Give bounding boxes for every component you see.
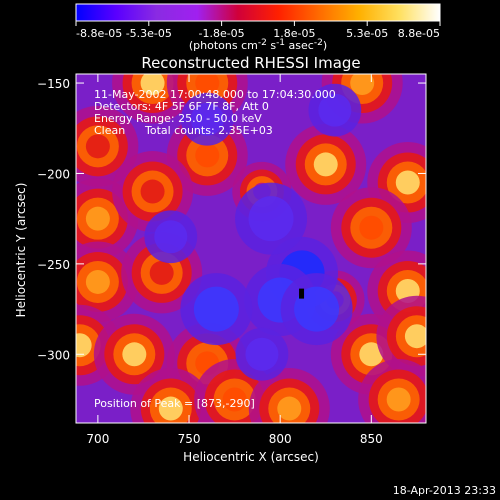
heatmap-image: [76, 74, 426, 423]
annotation-detectors: Detectors: 4F 5F 6F 7F 8F, Att 0: [94, 100, 269, 113]
annotation-peak: Position of Peak = [873,-290]: [94, 397, 255, 410]
colorbar-tick-label: 5.3e-05: [346, 27, 388, 40]
emission-blob: [85, 206, 110, 231]
emission-blob: [395, 170, 420, 195]
negative-blob: [294, 286, 340, 332]
emission-blob: [359, 215, 384, 240]
colorbar: [75, 3, 441, 22]
emission-blob: [359, 342, 384, 367]
negative-blob: [248, 196, 294, 242]
y-tick-label: −250: [37, 258, 70, 272]
y-tick-label: −300: [37, 348, 70, 362]
y-tick-label: −150: [37, 77, 70, 91]
x-tick-label: 750: [178, 432, 201, 446]
colorbar-unit-exp2: -1: [276, 38, 285, 48]
emission-blob: [149, 260, 174, 285]
colorbar-unit-close: ): [323, 39, 327, 52]
colorbar-unit-exp1: -2: [258, 38, 267, 48]
emission-blob: [76, 333, 92, 358]
emission-blob: [140, 74, 165, 96]
colorbar-tick-label: 8.8e-05: [398, 27, 440, 40]
y-tick-label: −200: [37, 167, 70, 181]
x-tick-label: 850: [360, 432, 383, 446]
emission-blob: [222, 387, 247, 412]
emission-blob: [158, 396, 183, 421]
annotation-counts: Total counts: 2.35E+03: [144, 124, 273, 137]
colorbar-tick-label: -8.8e-05: [76, 27, 122, 40]
colorbar-tick-label: -1.8e-05: [198, 27, 244, 40]
colorbar-tick-label: -5.3e-05: [126, 27, 172, 40]
emission-blob: [140, 179, 165, 204]
timestamp: 18-Apr-2013 23:33: [393, 484, 496, 497]
dark-spot: [299, 288, 305, 299]
emission-blob: [404, 324, 426, 349]
emission-blob: [277, 396, 302, 421]
emission-blob: [195, 74, 220, 96]
annotation-time: 11-May-2002 17:00:48.000 to 17:04:30.000: [94, 88, 336, 101]
emission-blob: [350, 74, 375, 96]
x-axis-label: Heliocentric X (arcsec): [183, 450, 319, 464]
colorbar-unit: (photons cm-2 s-1 asec-2): [189, 38, 327, 52]
negative-blob: [193, 286, 239, 332]
axis-ticks: 700 750 800 850 −150 −200 −250 −300: [37, 74, 426, 446]
emission-blob: [386, 387, 411, 412]
negative-blob: [245, 337, 279, 371]
chart-title: Reconstructed RHESSI Image: [141, 54, 360, 72]
colorbar-unit-exp3: -2: [314, 38, 323, 48]
annotation-clean: Clean: [94, 124, 125, 137]
y-axis-label: Heliocentric Y (arcsec): [14, 183, 28, 318]
emission-blob: [85, 134, 110, 159]
colorbar-unit-end: asec: [285, 39, 314, 52]
colorbar-unit-main: (photons cm: [189, 39, 258, 52]
emission-blob: [85, 269, 110, 294]
x-tick-label: 700: [86, 432, 109, 446]
x-tick-label: 800: [269, 432, 292, 446]
annotation-energy: Energy Range: 25.0 - 50.0 keV: [94, 112, 262, 125]
colorbar-unit-mid: s: [267, 39, 276, 52]
negative-blob: [190, 102, 224, 136]
colorbar-tick-label: 1.8e-05: [273, 27, 315, 40]
emission-blob: [195, 143, 220, 168]
emission-blob: [122, 342, 147, 367]
plot-frame: [75, 73, 427, 424]
negative-blob: [154, 220, 188, 254]
negative-blob: [318, 93, 352, 127]
emission-blob: [313, 152, 338, 177]
colorbar-ticks: -8.8e-05 -5.3e-05 -1.8e-05 1.8e-05 5.3e-05 8.…: [75, 21, 441, 40]
